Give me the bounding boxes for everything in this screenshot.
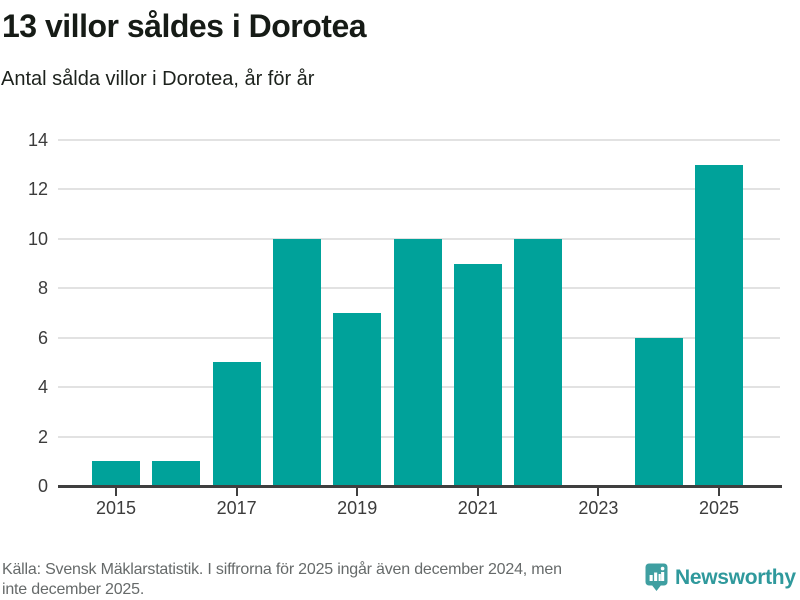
- bar-2020: [393, 238, 442, 486]
- x-axis-tick: [718, 488, 720, 496]
- y-axis-tick-label: 4: [37, 377, 48, 398]
- gridline-y-14: [58, 139, 780, 141]
- y-axis-tick-label: 14: [27, 130, 48, 150]
- bar-2024: [634, 337, 683, 486]
- y-axis-tick-label: 2: [37, 426, 48, 447]
- x-axis-tick-label: 2017: [216, 498, 257, 518]
- chart-subtitle: Antal sålda villor i Dorotea, år för år: [1, 68, 315, 90]
- x-axis-tick: [597, 488, 600, 496]
- y-axis-tick-label: 10: [27, 228, 48, 249]
- gridline-y-12: [58, 188, 780, 191]
- bar-2019: [333, 313, 382, 486]
- x-axis-tick-label: 2019: [337, 498, 378, 518]
- source-note: Källa: Svensk Mäklarstatistik. I siffror…: [2, 560, 562, 600]
- x-axis-tick-label: 2025: [698, 498, 740, 518]
- bar-2017: [212, 362, 261, 486]
- x-axis-line: [58, 485, 782, 488]
- x-axis-tick-label: 2021: [457, 498, 498, 518]
- y-axis-tick-label: 8: [37, 278, 48, 299]
- x-axis-tick-label: 2015: [95, 498, 137, 518]
- x-axis-tick-label: 2023: [578, 498, 619, 518]
- bar-2018: [272, 238, 321, 486]
- bar-2016: [152, 461, 201, 486]
- y-axis-tick-label: 0: [37, 476, 48, 496]
- y-axis-tick-label: 12: [27, 179, 48, 200]
- x-axis-tick: [115, 488, 117, 496]
- bar-2021: [453, 263, 502, 486]
- bar-2025: [695, 164, 743, 486]
- bar-2015: [92, 461, 140, 486]
- y-axis-tick-label: 6: [37, 327, 48, 348]
- newsworthy-wordmark: Newsworthy: [675, 566, 796, 589]
- newsworthy-logo[interactable]: Newsworthy: [645, 561, 797, 595]
- source-note-line1: Källa: Svensk Mäklarstatistik. I siffror…: [2, 561, 562, 578]
- source-note-line2: inte december 2025.: [2, 581, 145, 598]
- x-axis-tick: [235, 488, 238, 496]
- bar-2022: [514, 238, 563, 486]
- chart-title: 13 villor såldes i Dorotea: [2, 8, 367, 44]
- x-axis-tick: [356, 488, 359, 496]
- newsworthy-bubble-chart-icon: [645, 563, 669, 593]
- x-axis-tick: [476, 488, 479, 496]
